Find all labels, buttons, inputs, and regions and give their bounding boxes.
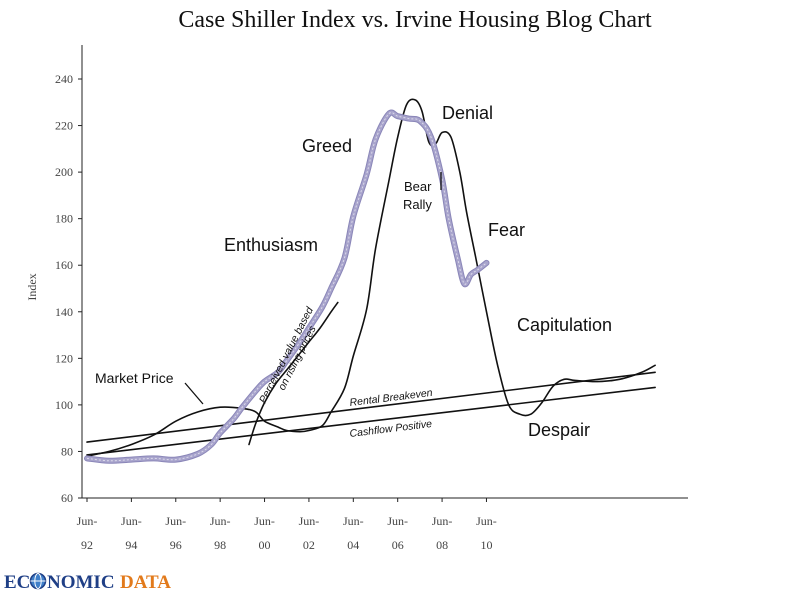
series-layer [84, 98, 656, 464]
market-price-pointer [184, 382, 204, 405]
y-tick-label: 240 [55, 72, 73, 86]
y-tick-label: 120 [55, 351, 73, 365]
x-tick-label-year: 98 [214, 538, 226, 552]
annotation-fear: Fear [488, 220, 525, 240]
x-tick-label: Jun- [432, 514, 453, 528]
series-line-perceived-value-based-on-rising-prices [248, 301, 339, 446]
annotation-capitulation: Capitulation [517, 315, 612, 335]
x-tick-label-year: 10 [480, 538, 492, 552]
x-tick-label: Jun- [210, 514, 231, 528]
annotation-cashflow-positive: Cashflow Positive [349, 418, 433, 440]
series-line-market-price [86, 98, 656, 457]
x-tick-label-year: 02 [303, 538, 315, 552]
y-tick-label: 200 [55, 165, 73, 179]
economicdata-logo: EC NOMIC DATA [4, 572, 171, 593]
series-line-case-shiller-index [85, 110, 489, 463]
annotation-enthusiasm: Enthusiasm [224, 235, 318, 255]
x-tick-label: Jun- [299, 514, 320, 528]
series-line-case-shiller-index-texture [86, 112, 487, 462]
annotation-rental-breakeven: Rental Breakeven [349, 387, 433, 409]
y-tick-label: 180 [55, 212, 73, 226]
annotation-bear: Bear [404, 179, 432, 194]
x-tick-label: Jun- [476, 514, 497, 528]
y-tick-label: 140 [55, 305, 73, 319]
annotation-denial: Denial [442, 103, 493, 123]
globe-icon [29, 572, 47, 590]
logo-text-nomic: NOMIC [47, 572, 115, 593]
x-tick-label-year: 06 [392, 538, 404, 552]
series-line-rental-breakeven [86, 371, 656, 443]
y-tick-label: 220 [55, 119, 73, 133]
logo-text-data: DATA [120, 572, 171, 593]
x-tick-label: Jun- [77, 514, 98, 528]
x-tick-label-year: 92 [81, 538, 93, 552]
x-tick-label-year: 96 [170, 538, 182, 552]
annotation-market-price: Market Price [95, 370, 174, 386]
x-tick-label-year: 94 [125, 538, 137, 552]
y-ticks: 60 80 100 120 140 160 180 200 220 240 [55, 72, 82, 505]
x-tick-label-year: 04 [347, 538, 359, 552]
y-tick-label: 160 [55, 258, 73, 272]
annotation-greed: Greed [302, 136, 352, 156]
series-line-case-shiller-index-outline [84, 109, 490, 464]
x-tick-label: Jun- [121, 514, 142, 528]
annotation-rally: Rally [403, 197, 432, 212]
x-tick-label-year: 08 [436, 538, 448, 552]
x-tick-label: Jun- [165, 514, 186, 528]
series-line-cashflow-positive [86, 386, 656, 456]
chart-title: Case Shiller Index vs. Irvine Housing Bl… [178, 7, 652, 33]
x-tick-label: Jun- [387, 514, 408, 528]
logo-text-ec: EC [4, 572, 30, 593]
y-tick-label: 80 [61, 444, 73, 458]
y-axis-label: Index [25, 273, 39, 300]
x-tick-label: Jun- [254, 514, 275, 528]
annotation-despair: Despair [528, 420, 590, 440]
y-tick-label: 60 [61, 491, 73, 505]
x-tick-label-year: 00 [259, 538, 271, 552]
y-tick-label: 100 [55, 398, 73, 412]
x-ticks: Jun- 92 Jun- 94 Jun- 96 Jun- 98 Jun- 00 Jun- 02 Jun-… [77, 498, 497, 552]
x-tick-label: Jun- [343, 514, 364, 528]
